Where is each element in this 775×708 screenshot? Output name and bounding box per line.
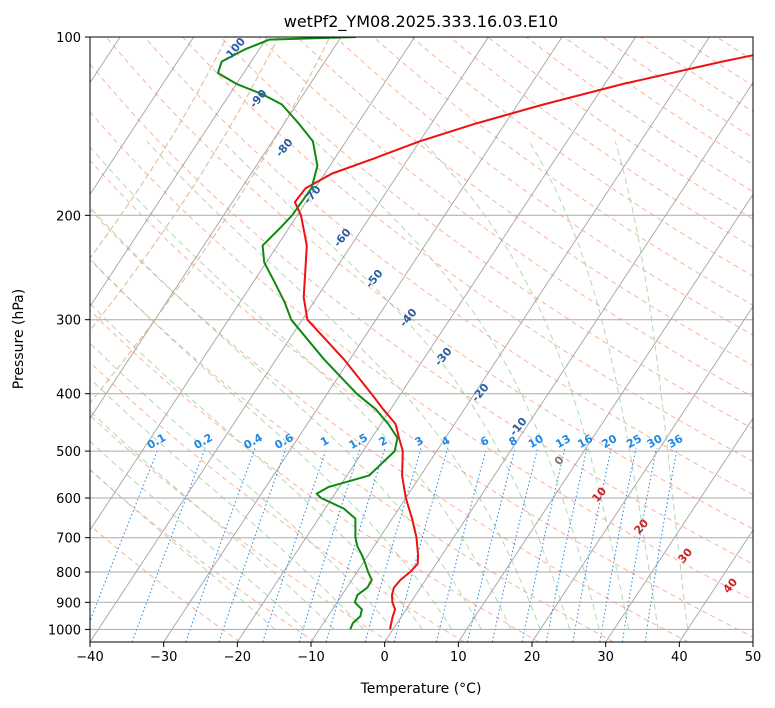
- moist-adiabat-line: [422, 140, 630, 630]
- dewpoint-line: [216, 37, 399, 630]
- isotherm-line: [310, 37, 710, 642]
- chart-title: wetPf2_YM08.2025.333.16.03.E10: [284, 12, 558, 32]
- isotherm-line: [531, 305, 753, 642]
- y-tick-label: 700: [56, 532, 81, 547]
- plot-frame: [89, 36, 754, 643]
- moist-adiabat-line: [222, 140, 571, 630]
- moist-adiabat-line: [90, 342, 394, 630]
- temperature-line: [293, 54, 753, 630]
- plot-area: [90, 37, 753, 642]
- y-tick-label: 800: [56, 566, 81, 581]
- isotherm-line: [163, 37, 563, 642]
- y-tick-label: 500: [56, 445, 81, 460]
- isotherm-line: [90, 37, 416, 531]
- y-tick-label: 300: [56, 314, 81, 329]
- moist-adiabat-line: [90, 146, 512, 630]
- mixing-ratio-line: [545, 448, 588, 642]
- dry-adiabat-line: [373, 37, 753, 306]
- moist-adiabat-line: [90, 302, 423, 630]
- moist-adiabat-line: [146, 140, 541, 630]
- x-tick-label: 40: [671, 650, 688, 665]
- x-tick-label: 30: [597, 650, 614, 665]
- y-tick-label: 400: [56, 388, 81, 403]
- mixing-ratio-line: [364, 448, 422, 642]
- mixing-ratio-line: [599, 448, 637, 642]
- dry-adiabat-line: [182, 37, 753, 462]
- y-tick-label: 1000: [48, 623, 81, 638]
- mixing-ratio-line: [262, 448, 327, 642]
- dry-adiabat-line: [90, 469, 315, 642]
- dry-adiabat-line: [258, 37, 753, 398]
- y-tick-label: 900: [56, 596, 81, 611]
- dry-adiabat-line: [90, 309, 540, 642]
- moist-adiabat-line: [614, 141, 689, 630]
- reference-curve-line: [90, 37, 279, 332]
- isotherm-line: [90, 37, 489, 642]
- moist-adiabat-line: [90, 257, 453, 630]
- mixing-ratio-line: [521, 448, 566, 642]
- x-tick-label: 50: [745, 650, 762, 665]
- mixing-ratio-line: [298, 448, 361, 642]
- mixing-ratio-line: [644, 448, 678, 642]
- mixing-ratio-line: [621, 448, 657, 642]
- series-layer: [216, 37, 753, 630]
- isotherm-line: [236, 37, 637, 642]
- isotherm-line: [605, 417, 753, 642]
- isotherm-line: [457, 193, 753, 642]
- isotherm-line: [90, 37, 268, 308]
- x-axis-title: Temperature (°C): [360, 681, 482, 697]
- y-tick-label: 200: [56, 209, 81, 224]
- mixing-ratio-line: [572, 448, 612, 642]
- y-tick-label: 600: [56, 492, 81, 507]
- x-tick-label: −20: [224, 650, 251, 665]
- mixing-ratio-line: [131, 448, 206, 642]
- x-tick-label: −30: [150, 650, 177, 665]
- y-axis-title: Pressure (hPa): [11, 289, 27, 389]
- mixing-ratio-line: [90, 448, 159, 623]
- dry-adiabat-line: [90, 258, 614, 642]
- moist-adiabat-line: [314, 140, 600, 630]
- reference-curve-line: [90, 37, 331, 404]
- mixing-ratio-line: [325, 448, 386, 642]
- mixing-ratio-line: [218, 448, 287, 642]
- y-tick-label: 100: [56, 31, 81, 46]
- x-tick-label: 0: [381, 650, 389, 665]
- mixing-ratio-line: [435, 448, 487, 642]
- x-tick-label: 20: [524, 650, 541, 665]
- dry-adiabat-line: [105, 37, 753, 530]
- background-lines-layer: [90, 37, 753, 642]
- dry-adiabat-line: [296, 37, 753, 367]
- x-tick-label: 10: [450, 650, 467, 665]
- isotherm-line: [678, 529, 753, 642]
- dry-adiabat-line: [90, 63, 753, 565]
- isotherm-line: [90, 37, 342, 420]
- isotherm-line: [90, 37, 195, 196]
- x-tick-label: −40: [76, 650, 103, 665]
- mixing-ratio-line: [467, 448, 516, 642]
- moist-adiabat-line: [90, 410, 335, 630]
- axis-layer: −40 −30 −20 −10 0 10 20 30 40 50 1000 900 800 700 600 5…: [48, 31, 761, 665]
- dry-adiabat-line: [90, 414, 390, 642]
- x-tick-label: −10: [297, 650, 324, 665]
- mixing-ratio-line: [185, 448, 256, 642]
- isotherm-line: [384, 81, 753, 642]
- moist-adiabat-line: [528, 141, 659, 630]
- moist-adiabat-line: [90, 206, 482, 630]
- moist-adiabat-line: [90, 377, 364, 630]
